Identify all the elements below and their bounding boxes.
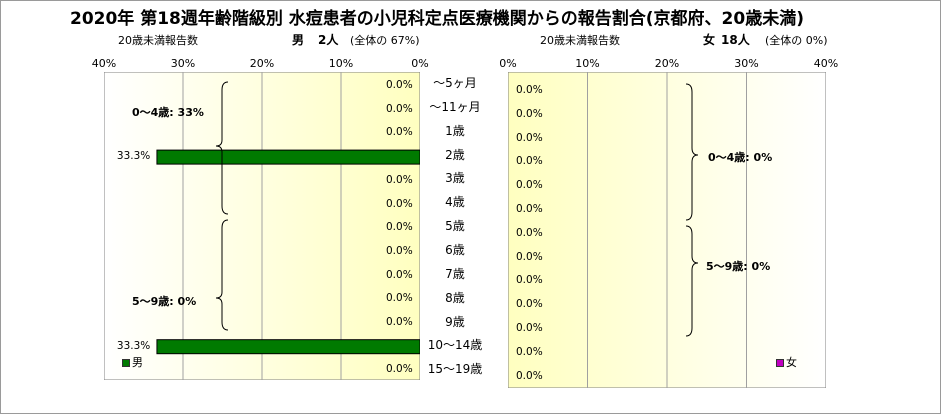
male-brace-5-9 [215,219,229,331]
male-x-tick: 10% [328,57,354,70]
female-count-label: 20歳未満報告数 [540,34,620,47]
male-x-tick: 0% [411,57,429,70]
male-value-label: 33.3% [116,150,151,163]
category-label: 1歳 [445,123,465,138]
female-legend-swatch [776,359,784,367]
male-value-label: 0.0% [386,197,413,210]
female-share: (全体の 0%) [765,34,828,47]
female-sex-label: 女 [703,33,716,47]
male-sex-label: 男 [292,33,305,47]
female-x-tick: 30% [734,57,759,70]
female-value-label: 0.0% [516,203,543,215]
male-x-tick: 20% [249,57,275,70]
male-count-value: 2人 [318,33,339,47]
female-brace-5-9 [685,225,699,337]
female-value-label: 0.0% [516,155,543,168]
male-count-label: 20歳未満報告数 [118,34,198,47]
category-label: 2歳 [445,147,465,162]
male-value-label: 0.0% [386,173,413,186]
female-x-tick: 20% [654,57,680,70]
male-bar [156,149,420,165]
category-label: ～5ヶ月 [433,76,477,90]
female-value-label: 0.0% [516,322,543,334]
male-annotation-0-4: 0～4歳: 33% [132,106,204,119]
category-label: 10～14歳 [427,338,483,353]
male-share: (全体の 67%) [350,34,420,47]
male-legend-swatch [122,359,130,367]
male-bar [156,339,420,355]
female-value-label: 0.0% [516,226,543,239]
male-gridlines [182,72,342,380]
category-label: 6歳 [445,242,465,257]
male-x-tick: 40% [91,57,117,70]
male-value-label: 0.0% [386,244,413,257]
male-value-label: 0.0% [386,126,413,139]
category-label: 7歳 [445,266,465,281]
female-value-label: 0.0% [516,84,543,96]
male-annotation-5-9: 5～9歳: 0% [132,295,197,308]
category-label: 9歳 [445,314,465,329]
female-x-tick: 0% [499,57,517,70]
male-value-label: 0.0% [386,316,413,328]
female-brace-0-4 [685,83,699,221]
female-x-tick: 40% [813,57,839,70]
female-count-value: 18人 [721,33,750,47]
female-annotation-0-4: 0～4歳: 0% [708,151,773,164]
female-legend-label: 女 [786,356,797,369]
category-label: ～11ヶ月 [429,99,481,114]
male-value-label: 0.0% [386,79,413,91]
male-value-label: 33.3% [116,339,151,352]
male-value-label: 0.0% [386,268,413,281]
category-label: 4歳 [445,195,465,210]
male-bars [156,149,420,355]
category-label: 3歳 [445,171,465,186]
category-label: 8歳 [445,290,465,305]
female-gridlines [587,72,747,388]
female-legend: 女 [776,354,797,370]
female-plot-area [508,72,826,388]
male-value-label: 0.0% [386,292,413,305]
female-annotation-5-9: 5～9歳: 0% [706,260,771,273]
female-value-label: 0.0% [516,131,543,144]
category-label: 15～19歳 [427,362,483,377]
male-legend: 男 [122,354,143,370]
male-value-label: 0.0% [386,221,413,234]
chart-title: 2020年 第18週年齢階級別 水痘患者の小児科定点医療機関からの報告割合(京都… [69,9,804,29]
male-brace-0-4 [215,81,229,215]
female-x-tick: 10% [575,57,600,70]
female-value-label: 0.0% [516,179,543,192]
female-value-label: 0.0% [516,274,543,287]
female-value-label: 0.0% [516,107,543,120]
female-value-label: 0.0% [516,345,543,358]
male-x-tick: 30% [170,57,196,70]
female-value-label: 0.0% [516,298,543,311]
male-value-label: 0.0% [386,102,413,115]
male-value-label: 0.0% [386,363,413,376]
male-legend-label: 男 [132,356,143,369]
female-value-label: 0.0% [516,369,543,382]
category-label: 5歳 [445,219,465,234]
female-value-label: 0.0% [516,250,543,263]
male-plot-area [104,72,420,380]
